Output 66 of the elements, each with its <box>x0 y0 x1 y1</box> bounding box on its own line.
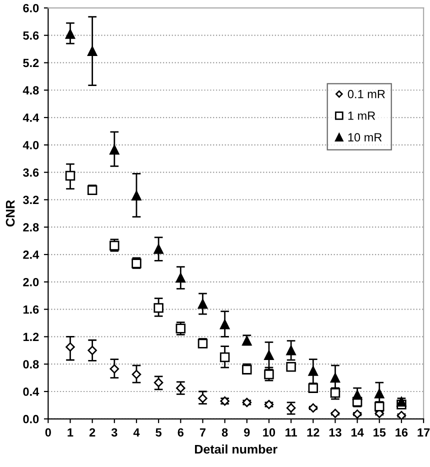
y-tick-label: 5.2 <box>23 58 39 68</box>
x-axis-title: Detail number <box>195 444 278 454</box>
x-tick-label: 7 <box>200 428 206 436</box>
y-tick-label: 4.8 <box>22 86 39 95</box>
y-tick-label: 0.4 <box>23 388 40 396</box>
x-tick-label: 6 <box>178 428 184 437</box>
x-tick-label: 8 <box>222 428 228 437</box>
point <box>352 390 362 400</box>
y-tick-label: 5.6 <box>23 31 39 40</box>
point <box>286 346 296 356</box>
y-tick-label: 3.2 <box>22 196 39 204</box>
x-tick-label: 10 <box>263 428 276 437</box>
point <box>176 272 186 283</box>
point <box>308 383 318 393</box>
y-tick-label: 0.8 <box>23 360 39 368</box>
point <box>374 402 384 412</box>
point <box>330 408 340 418</box>
point <box>308 366 318 376</box>
x-tick-label: 15 <box>374 428 386 437</box>
legend-label: 10 mR <box>348 133 382 142</box>
x-tick-label: 13 <box>329 428 342 437</box>
x-tick-label: 4 <box>133 428 140 436</box>
point <box>198 394 208 403</box>
x-tick-label: 0 <box>45 428 51 437</box>
y-tick-label: 2.4 <box>23 250 40 259</box>
x-tick-label: 11 <box>286 428 297 436</box>
y-tick-label: 1.2 <box>23 332 39 341</box>
point <box>66 342 75 352</box>
point <box>154 244 164 254</box>
y-tick-label: 2.8 <box>23 223 39 232</box>
point <box>396 396 406 407</box>
y-axis-title: CNR <box>6 200 15 226</box>
point <box>65 170 76 181</box>
x-tick-label: 14 <box>351 428 364 436</box>
y-tick-label: 1.6 <box>23 305 39 314</box>
point <box>88 346 97 356</box>
x-tick-label: 9 <box>244 428 250 437</box>
point <box>198 298 208 309</box>
point <box>110 144 120 155</box>
y-tick-label: 3.6 <box>22 168 39 177</box>
point <box>154 303 164 313</box>
point <box>198 338 208 348</box>
x-tick-label: 1 <box>68 428 74 436</box>
y-tick-label: 4.4 <box>22 114 40 122</box>
point <box>220 320 230 330</box>
point <box>220 352 230 362</box>
y-tick-label: 6.0 <box>23 4 39 12</box>
point <box>286 362 296 372</box>
y-tick-label: 4.0 <box>22 140 39 150</box>
point <box>374 388 384 398</box>
point <box>330 372 340 383</box>
y-tick-label: 0.0 <box>23 414 39 424</box>
x-tick-label: 12 <box>307 428 320 436</box>
x-tick-label: 2 <box>89 428 96 436</box>
point <box>132 190 142 200</box>
x-tick-label: 3 <box>111 428 118 437</box>
x-tick-label: 5 <box>156 428 162 437</box>
point <box>264 350 274 360</box>
y-tick-label: 2.0 <box>23 278 39 286</box>
x-tick-label: 17 <box>418 428 430 436</box>
x-tick-label: 16 <box>396 428 408 437</box>
legend-label: 0.1 mR <box>348 90 385 98</box>
point <box>87 46 98 56</box>
point <box>87 185 98 195</box>
legend-label: 1 mR <box>348 112 376 120</box>
point <box>65 29 76 39</box>
